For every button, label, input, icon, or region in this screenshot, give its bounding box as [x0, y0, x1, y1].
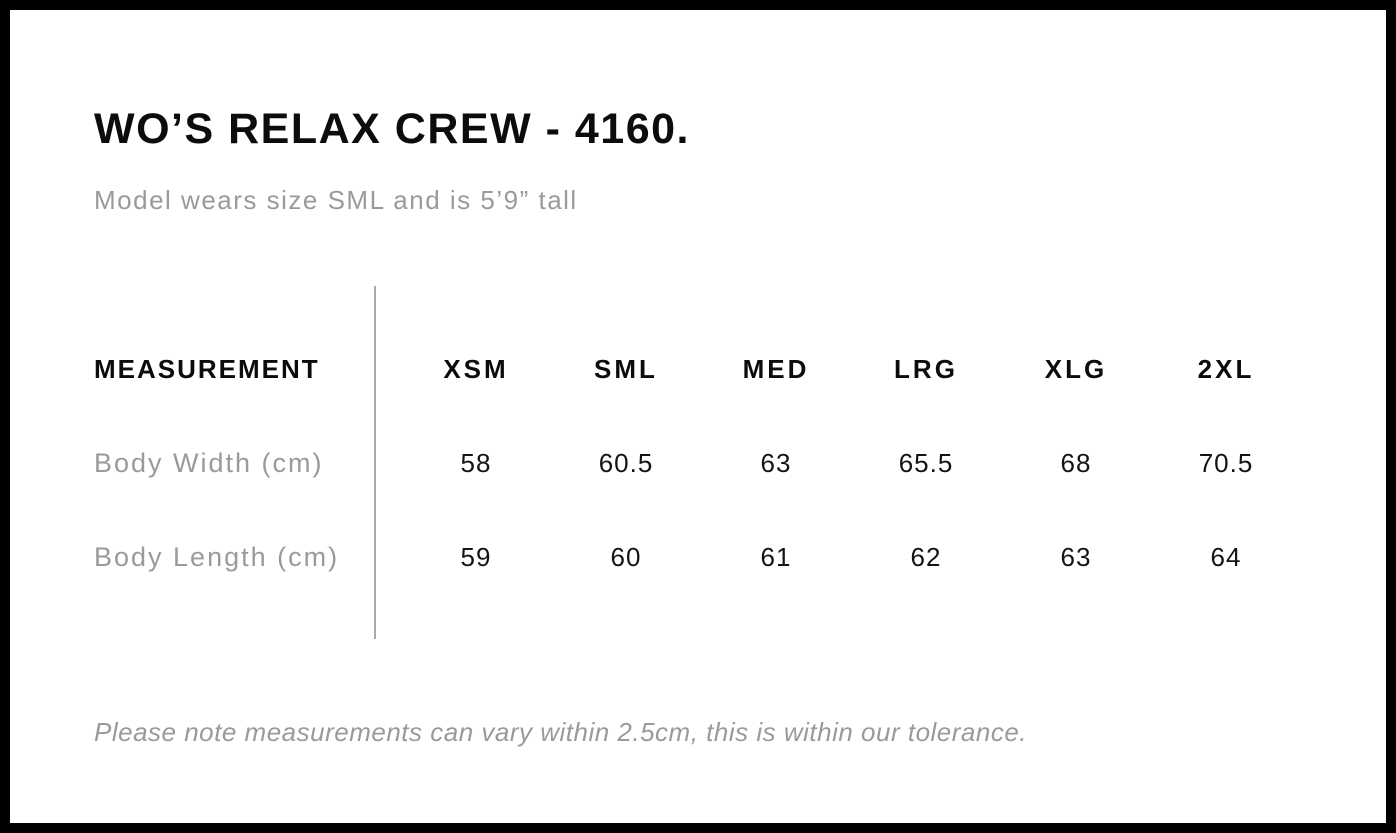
row-label-body-width: Body Width (cm): [94, 447, 324, 478]
body-length-med-value: 61: [760, 541, 792, 572]
body-width-xlg-value: 68: [1060, 447, 1092, 478]
page-title: WO’S RELAX CREW - 4160.: [94, 105, 690, 153]
table-header-row: MEASUREMENT XSM SML MED LRG XLG 2XL: [94, 322, 1302, 416]
body-width-xsm-value: 58: [460, 447, 492, 478]
row-label-body-length: Body Length (cm): [94, 541, 340, 572]
model-size-note: Model wears size SML and is 5’9” tall: [94, 185, 578, 215]
body-length-lrg-value: 62: [910, 541, 942, 572]
size-chart-table: MEASUREMENT XSM SML MED LRG XLG 2XL Body…: [94, 286, 1302, 640]
body-length-sml-value: 60: [610, 541, 642, 572]
table-row-body-length: Body Length (cm) 59 60 61 62 63 64: [94, 510, 1302, 604]
column-header-xlg: XLG: [1044, 353, 1108, 384]
column-header-med: MED: [742, 353, 810, 384]
column-header-2xl: 2XL: [1197, 353, 1255, 384]
tolerance-note: Please note measurements can vary within…: [94, 717, 1028, 748]
column-header-sml: SML: [594, 353, 658, 384]
table-divider-line: [374, 286, 376, 640]
body-length-2xl-value: 64: [1210, 541, 1242, 572]
body-width-med-value: 63: [760, 447, 792, 478]
body-length-xlg-value: 63: [1060, 541, 1092, 572]
body-width-2xl-value: 70.5: [1198, 447, 1254, 478]
column-header-lrg: LRG: [894, 353, 958, 384]
body-width-lrg-value: 65.5: [898, 447, 954, 478]
table-row-body-width: Body Width (cm) 58 60.5 63 65.5 68 70.5: [94, 416, 1302, 510]
column-header-xsm: XSM: [443, 353, 509, 384]
column-header-measurement: MEASUREMENT: [94, 353, 320, 384]
body-width-sml-value: 60.5: [598, 447, 654, 478]
body-length-xsm-value: 59: [460, 541, 492, 572]
